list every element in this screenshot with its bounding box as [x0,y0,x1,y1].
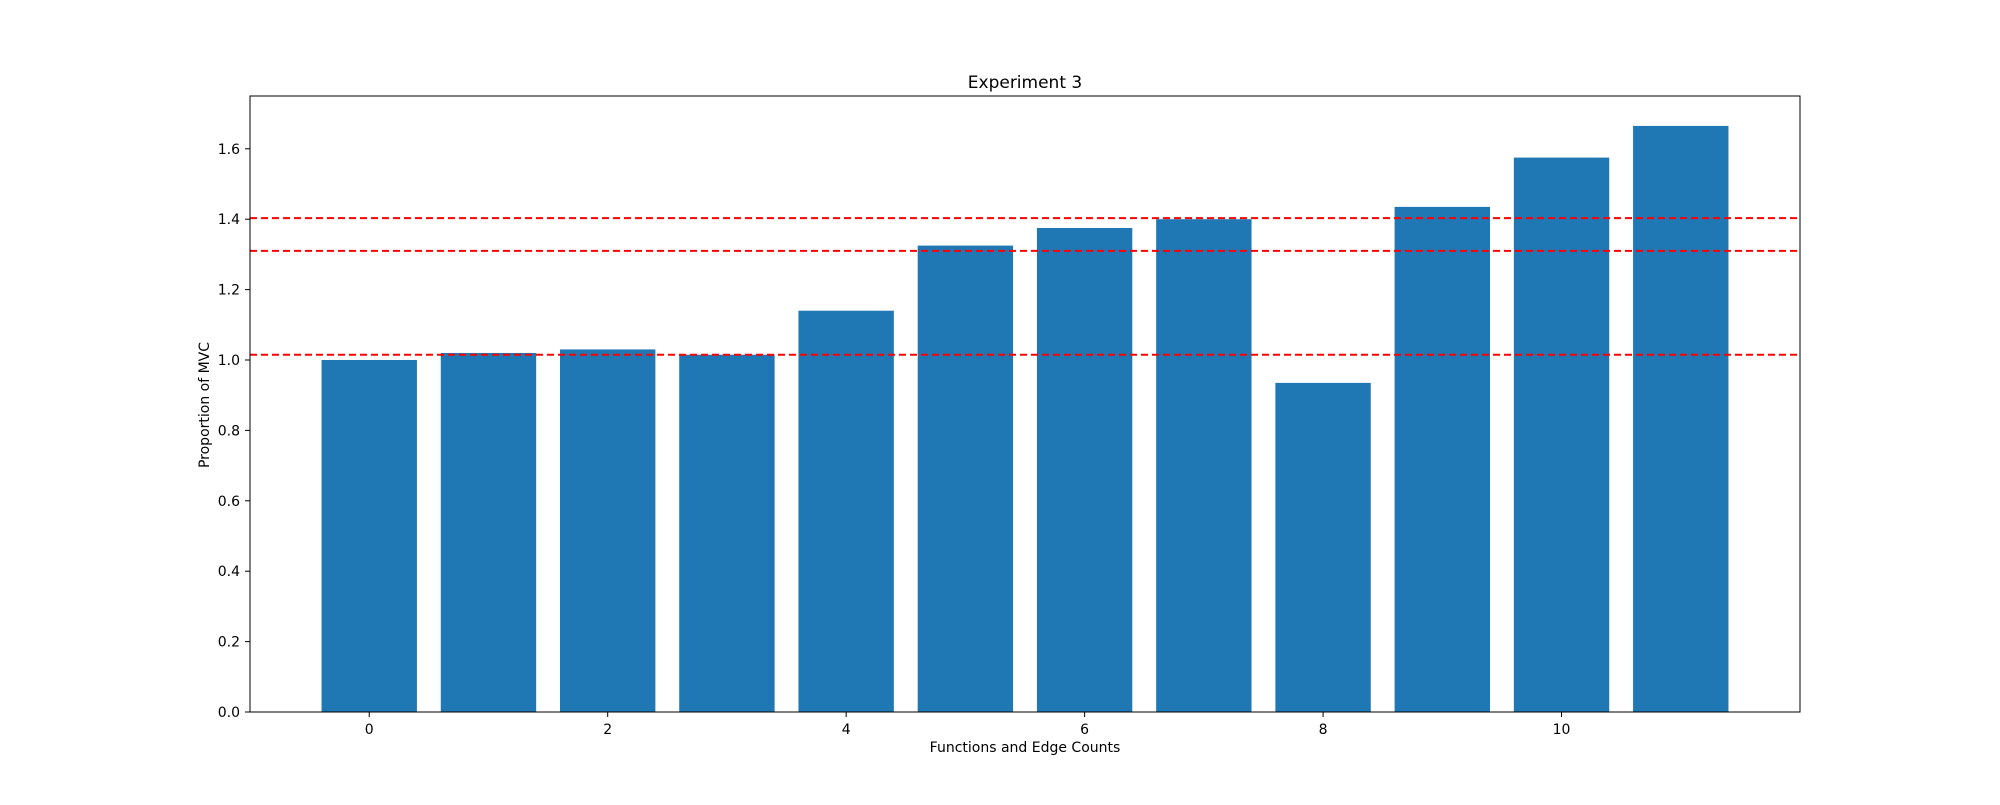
bar-5 [917,245,1014,712]
bar-3 [679,354,775,712]
y-tick-label: 0.0 [218,705,240,721]
x-tick-label: 6 [1080,722,1089,738]
y-tick-label: 1.2 [218,283,240,299]
y-tick-label: 1.6 [218,142,240,158]
bar-1 [440,352,537,712]
bar-8 [1275,382,1371,712]
y-tick-label: 1.0 [218,353,240,369]
x-tick-label: 8 [1319,722,1328,738]
y-tick-label: 0.4 [218,564,240,580]
bar-0 [321,360,417,712]
y-tick-label: 0.2 [218,635,240,651]
plot-frame [249,95,1801,713]
y-tick-label: 0.8 [218,423,240,439]
y-axis-ticks: 0.0 0.2 0.4 0.6 0.8 1.0 1.2 1.4 1.6 [218,142,250,721]
bar-10 [1513,157,1610,713]
chart-title: Experiment 3 [968,73,1082,93]
bar-2 [560,349,656,712]
bar-6 [1036,228,1133,712]
bar-4 [798,310,894,712]
bar-7 [1156,219,1252,712]
reference-lines-layer [250,217,1800,356]
x-tick-label: 4 [842,722,851,738]
bar-9 [1394,206,1490,712]
x-tick-label: 0 [365,722,374,738]
x-axis-ticks: 0 2 4 6 8 10 [365,712,1571,738]
y-tick-label: 0.6 [218,494,240,510]
y-axis-label: Proportion of MVC [197,342,213,468]
bars-layer [321,125,1729,713]
x-tick-label: 10 [1553,722,1571,738]
x-tick-label: 2 [603,722,612,738]
x-axis-label: Functions and Edge Counts [930,740,1121,756]
y-tick-label: 1.4 [218,212,240,228]
bar-11 [1633,125,1729,713]
